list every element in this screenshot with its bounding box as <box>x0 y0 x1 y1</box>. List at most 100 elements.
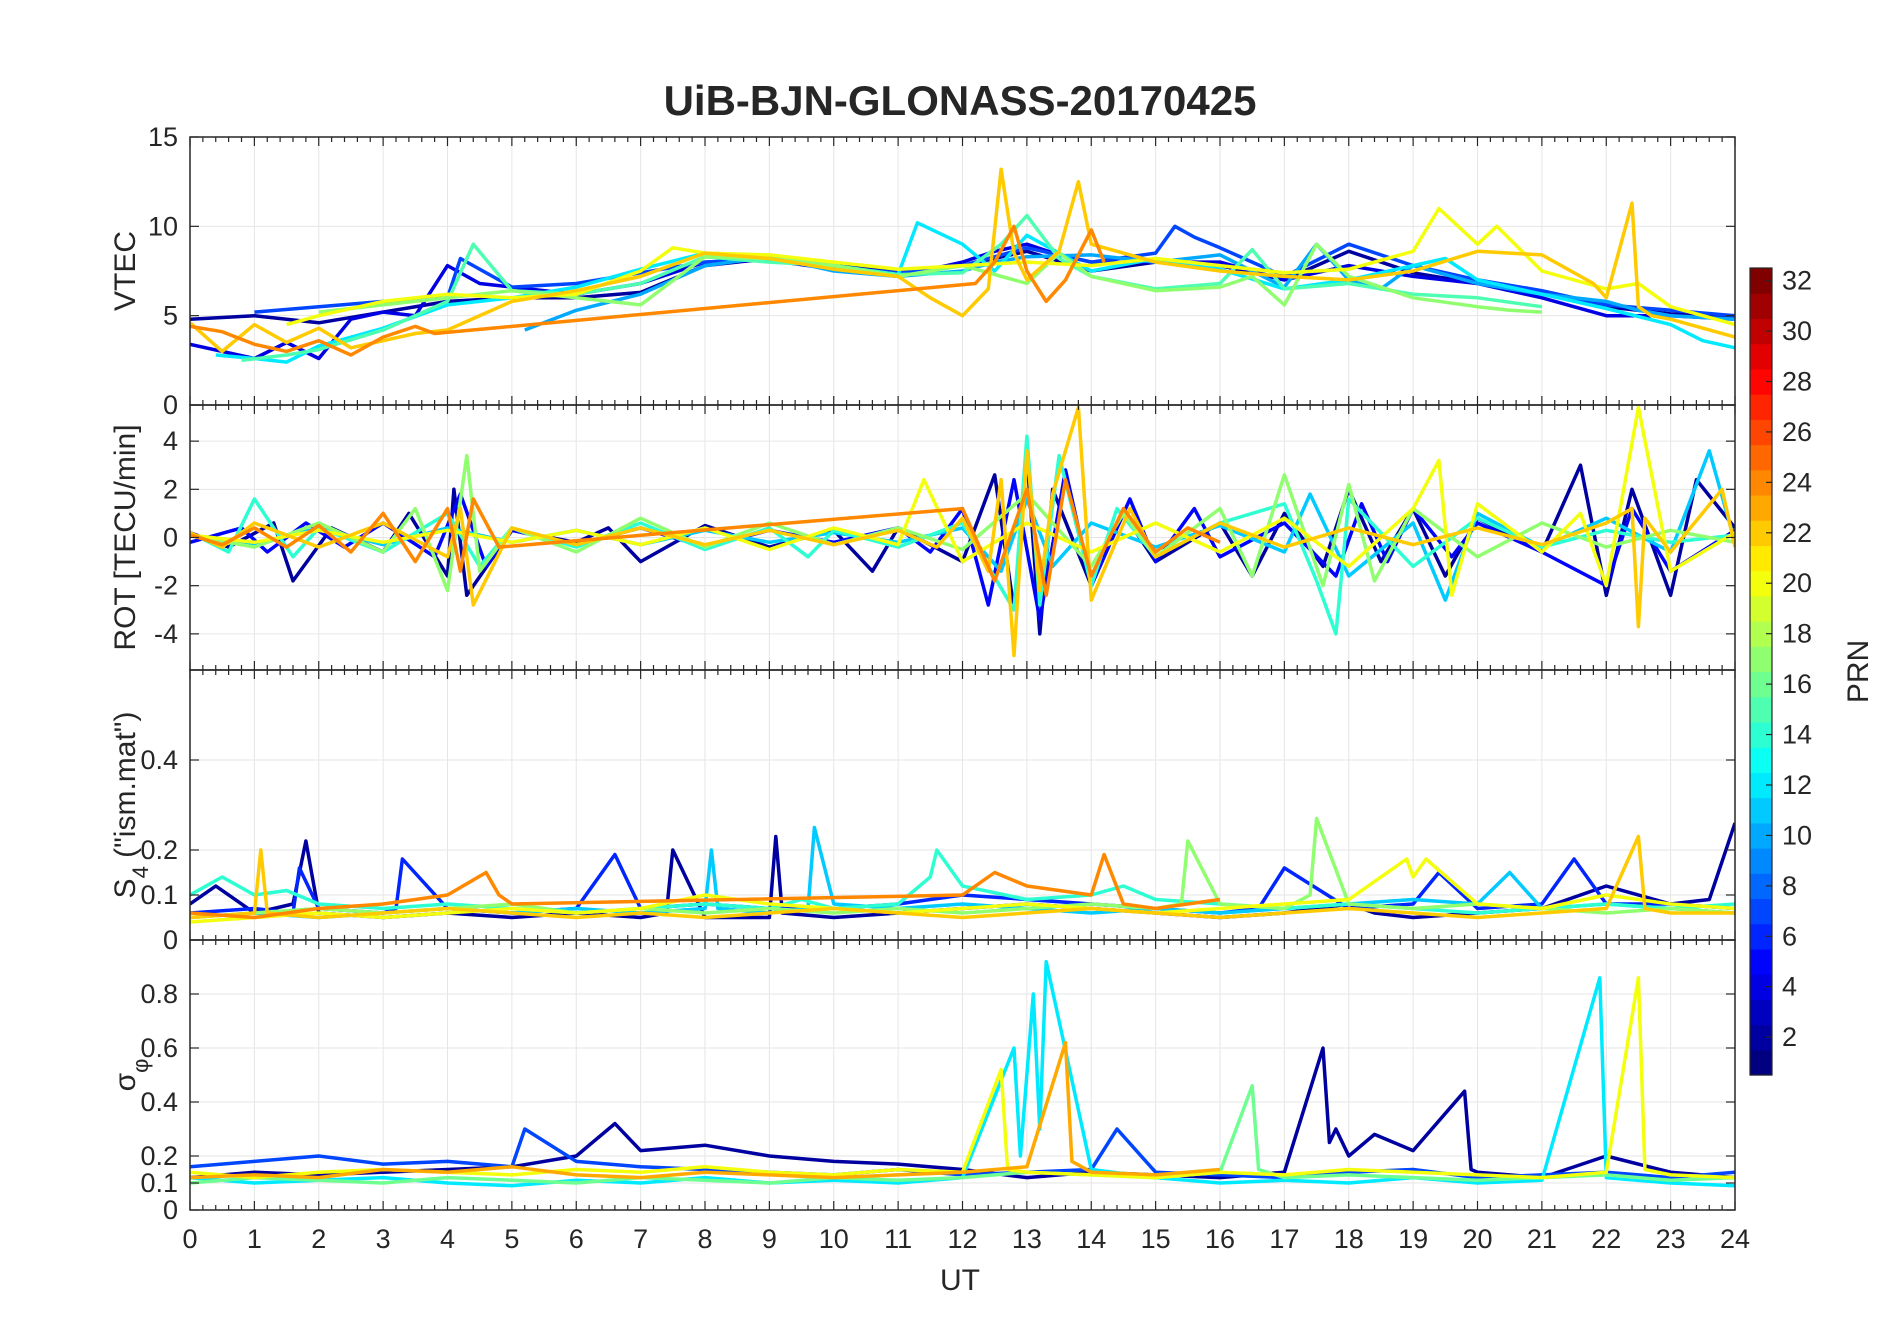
series-line-prn-22 <box>190 834 1735 920</box>
colorbar-swatch <box>1750 444 1772 471</box>
colorbar-swatch <box>1750 923 1772 950</box>
colorbar-tick-label: 4 <box>1782 972 1797 1002</box>
y-axis-label-vtec: VTEC <box>109 231 142 311</box>
colorbar-swatch <box>1750 1024 1772 1051</box>
y-tick-label: 5 <box>163 301 178 331</box>
ticks-rot: -4 -2 0 2 4 <box>154 405 1736 670</box>
x-tick-label: 4 <box>440 1224 455 1254</box>
series-group-vtec <box>190 167 1735 364</box>
series-line-prn-17 <box>190 816 1735 920</box>
x-tick-label: 15 <box>1141 1224 1171 1254</box>
series-line-prn-5 <box>190 468 1735 622</box>
series-line-prn-22 <box>190 405 1735 658</box>
colorbar-frame <box>1749 267 1773 1076</box>
x-tick-label: 0 <box>182 1224 197 1254</box>
x-tick-label: 13 <box>1012 1224 1042 1254</box>
colorbar-swatch <box>1750 419 1772 446</box>
x-tick-label: 7 <box>633 1224 648 1254</box>
y-tick-label: 0 <box>163 1195 178 1225</box>
y-tick-label: -4 <box>154 619 178 649</box>
colorbar-swatch <box>1750 822 1772 849</box>
colorbar-swatch <box>1750 898 1772 925</box>
colorbar-swatch <box>1750 469 1772 496</box>
series-line-prn-22 <box>190 167 1735 354</box>
x-tick-label: 18 <box>1334 1224 1364 1254</box>
y-tick-label: 0.8 <box>140 979 178 1009</box>
x-tick-label: 3 <box>376 1224 391 1254</box>
y-tick-label: 10 <box>148 211 178 241</box>
colorbar-swatch <box>1750 394 1772 420</box>
x-tick-label: 16 <box>1205 1224 1235 1254</box>
colorbar-swatch <box>1750 268 1772 294</box>
y-tick-label: 0 <box>163 390 178 420</box>
colorbar-swatch <box>1750 948 1772 975</box>
colorbar-tick-label: 20 <box>1782 568 1812 598</box>
ticks-s4: 0 0.1 0.2 0.4 <box>140 670 1736 955</box>
y-tick-label: 0.1 <box>140 1168 178 1198</box>
series-line-prn-24 <box>190 852 1221 920</box>
x-tick-label: 22 <box>1591 1224 1621 1254</box>
x-axis-label: UT <box>940 1264 980 1297</box>
x-tick-label: 5 <box>504 1224 519 1254</box>
y-tick-label: 0.4 <box>140 745 178 775</box>
series-line-prn-14 <box>190 434 1735 636</box>
panel-rot: -4 -2 0 2 4 ROT [TECU/min] <box>109 404 1736 671</box>
colorbar-tick-label: 32 <box>1782 266 1812 296</box>
y-axis-label-rot: ROT [TECU/min] <box>109 424 142 650</box>
colorbar-swatch <box>1750 646 1772 673</box>
x-tick-label: 2 <box>311 1224 326 1254</box>
colorbar-swatch <box>1750 621 1772 647</box>
y-tick-label: 2 <box>163 474 178 504</box>
colorbar-tick-label: 22 <box>1782 518 1812 548</box>
x-tick-label: 8 <box>697 1224 712 1254</box>
series-line-prn-15 <box>241 213 1543 363</box>
colorbar-tick-label: 10 <box>1782 820 1812 850</box>
x-tick-label: 14 <box>1076 1224 1106 1254</box>
colorbar-tick-label: 16 <box>1782 669 1812 699</box>
y-tick-label: 0.6 <box>140 1033 178 1063</box>
y-tick-label: 0 <box>163 523 178 553</box>
series-line-prn-12 <box>215 221 1735 364</box>
colorbar-swatch <box>1750 570 1772 597</box>
y-tick-label: 0.1 <box>140 880 178 910</box>
colorbar-swatch <box>1750 999 1772 1026</box>
colorbar-swatch <box>1750 974 1772 1000</box>
x-tick-label: 11 <box>884 1224 912 1254</box>
series-line-prn-23 <box>190 1040 1221 1180</box>
grid-sigma-phi <box>189 940 1736 1211</box>
colorbar-swatch <box>1750 1049 1772 1076</box>
colorbar-tick-label: 6 <box>1782 921 1797 951</box>
y-tick-label: 0.4 <box>140 1087 178 1117</box>
colorbar-tick-label: 12 <box>1782 770 1812 800</box>
y-tick-label: -2 <box>154 571 178 601</box>
colorbar-swatch <box>1750 293 1772 320</box>
colorbar-swatch <box>1750 747 1772 773</box>
panel-s4: 00.10.20.4S4 ("ism.mat") <box>109 669 1736 955</box>
colorbar-swatch <box>1750 545 1772 572</box>
colorbar-tick-label: 26 <box>1782 417 1812 447</box>
colorbar-swatch <box>1750 671 1772 698</box>
x-tick-label: 24 <box>1720 1224 1750 1254</box>
colorbar-label: PRN <box>1842 640 1875 703</box>
colorbar-swatch <box>1750 873 1772 900</box>
series-line-prn-20 <box>190 405 1735 598</box>
series-group-sigma-phi <box>190 959 1735 1188</box>
x-tick-label: 9 <box>762 1224 777 1254</box>
colorbar-tick-label: 8 <box>1782 871 1797 901</box>
y-tick-label: 4 <box>163 426 178 456</box>
series-line-prn-24 <box>190 224 1106 357</box>
panel-sigma-phi: 00.10.20.40.60.80 1 2 3 4 5 6 7 8 9 10 11 12 13 14 15 16… <box>109 939 1750 1254</box>
colorbar-tick-label: 18 <box>1782 619 1812 649</box>
chart-title: UiB-BJN-GLONASS-20170425 <box>664 77 1257 124</box>
colorbar-tick-label: 28 <box>1782 366 1812 396</box>
y-tick-label: 15 <box>148 122 178 152</box>
colorbar-tick-label: 24 <box>1782 467 1812 497</box>
colorbar-swatch <box>1750 772 1772 799</box>
colorbar-tick-label: 2 <box>1782 1022 1797 1052</box>
series-line-prn-12 <box>190 959 1735 1188</box>
x-tick-label: 6 <box>569 1224 584 1254</box>
x-tick-label: 23 <box>1656 1224 1686 1254</box>
